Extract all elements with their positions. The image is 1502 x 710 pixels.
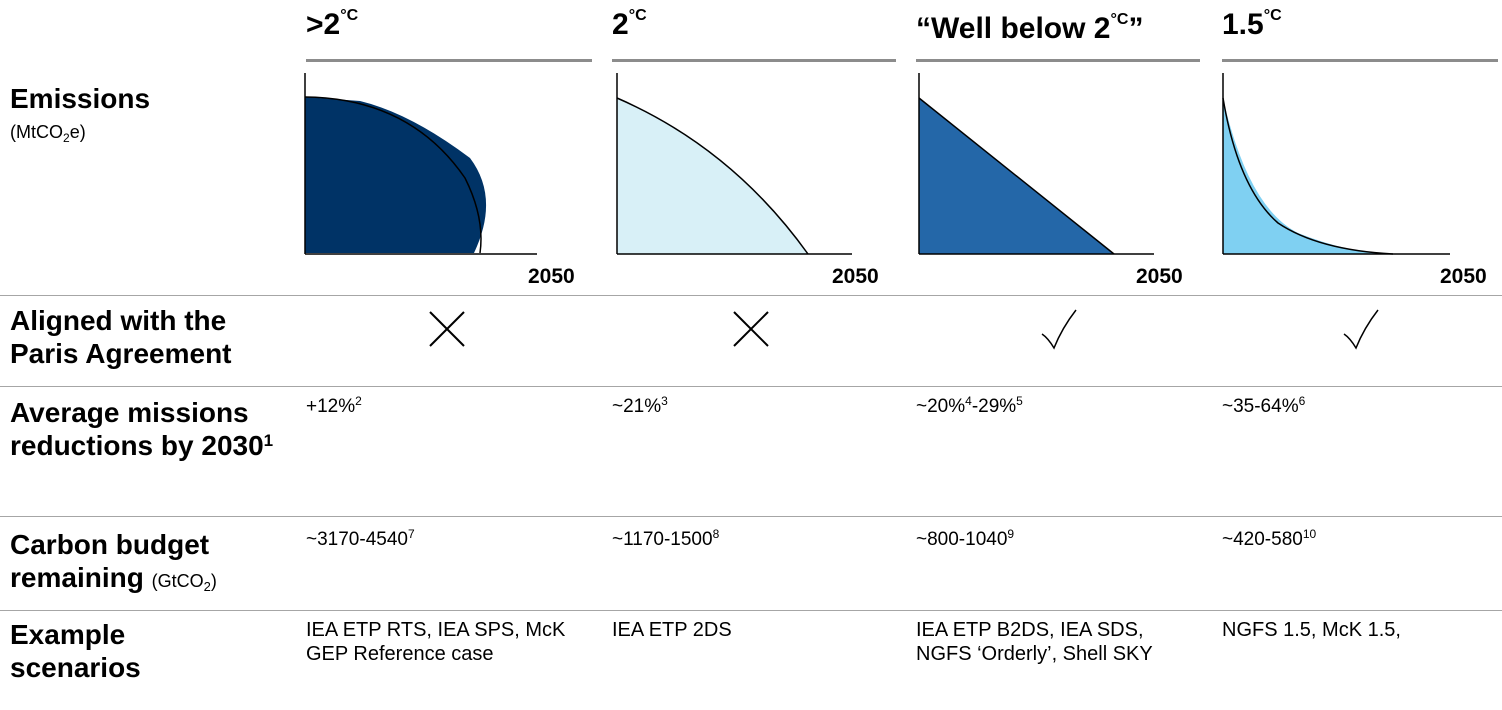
year-label-2c: 2050 [832,265,879,288]
reduction-label: Average missions reductions by 20301 [10,397,274,461]
year-label-1-5c: 2050 [1440,265,1487,288]
scenarios-well-below-2c: IEA ETP B2DS, IEA SDS, NGFS ‘Orderly’, S… [916,619,1153,665]
row-divider-3 [0,516,1502,517]
emissions-curve-gt2 [304,73,537,255]
budget-label: Carbon budget remaining (GtCO2) [10,529,217,594]
emissions-line-gt2 [304,96,482,254]
reduction-value-gt2: +12%2 [306,394,362,417]
year-label-gt2: 2050 [528,265,575,288]
scenarios-label: Example scenarios [10,619,141,683]
cross-icon [429,311,465,347]
row-divider-2 [0,386,1502,387]
budget-value-2c: ~1170-15008 [612,527,720,550]
emissions-line-well-below-2c [918,97,1115,255]
scenarios-1-5c: NGFS 1.5, McK 1.5, [1222,619,1401,641]
header-rule-well-below-2c [916,59,1200,62]
column-header-2c: 2°C [612,7,647,42]
emissions-line-1-5c [1222,97,1394,255]
header-rule-gt2 [306,59,592,62]
reduction-value-2c: ~21%3 [612,394,668,417]
column-header-well-below-2c: “Well below 2°C” [916,11,1144,46]
header-rule-2c [612,59,896,62]
emissions-area-gt2 [305,97,487,253]
emissions-area-2c [617,98,808,254]
cross-icon [733,311,769,347]
emissions-curve-well-below-2c [918,73,1154,255]
emissions-line-2c [616,97,809,255]
emissions-label: Emissions [10,83,151,114]
reduction-value-well-below-2c: ~20%4-29%5 [916,394,1023,417]
check-icon [1343,309,1379,350]
column-header-gt2: >2°C [306,7,359,42]
column-header-1-5c: 1.5°C [1222,7,1282,42]
budget-value-gt2: ~3170-45407 [306,527,415,550]
scenarios-gt2: IEA ETP RTS, IEA SPS, McK GEP Reference … [306,619,566,665]
reduction-value-1-5c: ~35-64%6 [1222,394,1306,417]
check-icon [1041,309,1077,350]
row-divider-4 [0,610,1502,611]
emissions-curve-1-5c [1222,73,1450,255]
budget-value-1-5c: ~420-58010 [1222,527,1317,550]
aligned-label: Aligned with the Paris Agreement [10,305,232,369]
emissions-area-1-5c [1223,98,1393,254]
header-rule-1-5c [1222,59,1498,62]
year-label-well-below-2c: 2050 [1136,265,1183,288]
row-divider-1 [0,295,1502,296]
emissions-unit: (MtCO2e) [10,122,86,145]
budget-value-well-below-2c: ~800-10409 [916,527,1015,550]
emissions-curve-2c [616,73,852,255]
scenarios-2c: IEA ETP 2DS [612,619,732,641]
